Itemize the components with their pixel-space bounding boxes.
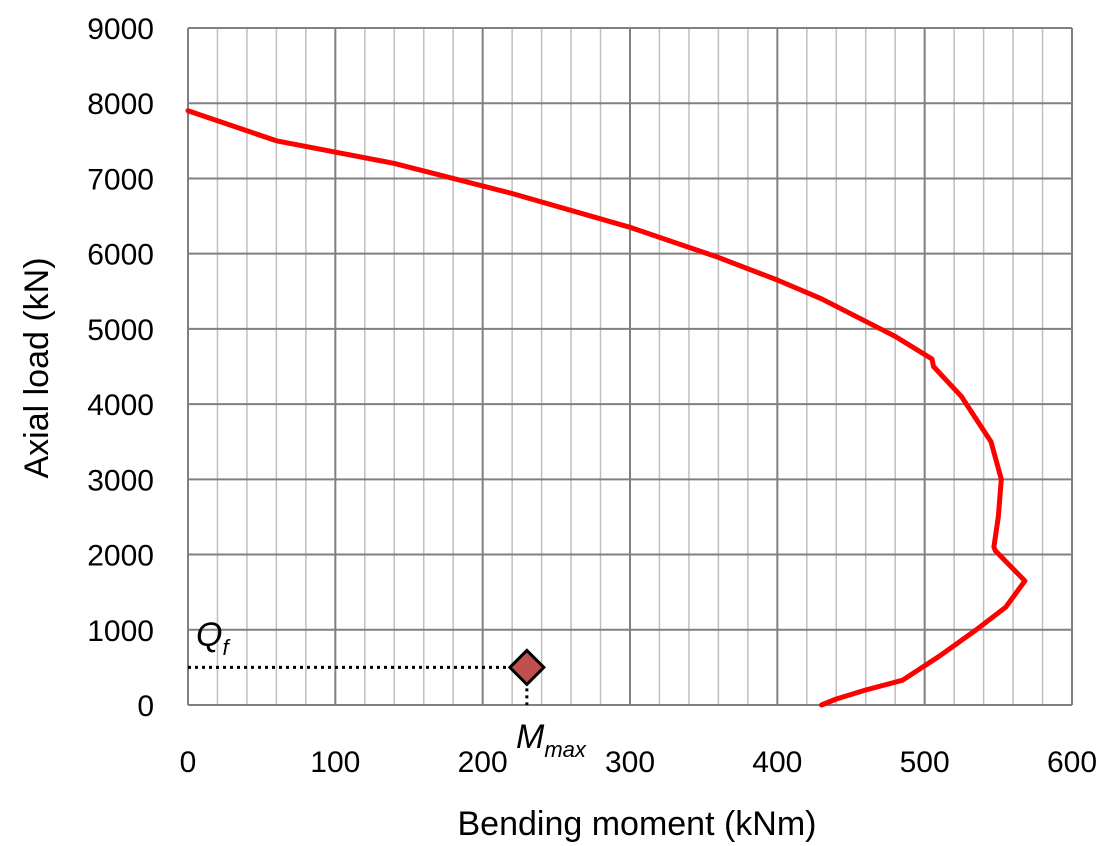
- y-tick-label: 0: [137, 690, 154, 723]
- x-tick-label: 300: [605, 746, 655, 779]
- m-label: M: [516, 718, 545, 756]
- m-max-annotation: Mmax: [516, 718, 587, 762]
- y-tick-label: 6000: [87, 239, 154, 272]
- y-tick-label: 2000: [87, 540, 154, 573]
- x-tick-label: 200: [458, 746, 508, 779]
- y-tick-label: 8000: [87, 88, 154, 121]
- q-f-annotation: Qf: [196, 616, 231, 660]
- x-axis-title: Bending moment (kNm): [457, 805, 816, 843]
- design-point-marker: [507, 648, 546, 687]
- y-axis-tick-labels: 0 1000 2000 3000 4000 5000 6000 7000 8000 9000: [87, 13, 154, 723]
- y-tick-label: 5000: [87, 314, 154, 347]
- x-tick-label: 600: [1047, 746, 1097, 779]
- y-axis-title: Axial load (kN): [18, 257, 56, 478]
- guide-lines: [188, 665, 529, 705]
- interaction-curve-line: [185, 108, 1028, 708]
- y-tick-label: 7000: [87, 163, 154, 196]
- y-tick-label: 9000: [87, 13, 154, 46]
- minor-gridlines: [216, 28, 1044, 705]
- y-tick-label: 3000: [87, 464, 154, 497]
- q-subscript: f: [222, 635, 231, 660]
- x-tick-label: 400: [752, 746, 802, 779]
- x-axis-tick-labels: 0 100 200 300 400 500 600: [180, 746, 1097, 779]
- x-tick-label: 500: [900, 746, 950, 779]
- y-tick-label: 1000: [87, 615, 154, 648]
- m-subscript: max: [544, 737, 587, 762]
- x-tick-label: 100: [310, 746, 360, 779]
- x-tick-label: 0: [180, 746, 197, 779]
- y-tick-label: 4000: [87, 389, 154, 422]
- major-gridlines: [187, 27, 1073, 706]
- q-label: Q: [196, 616, 222, 654]
